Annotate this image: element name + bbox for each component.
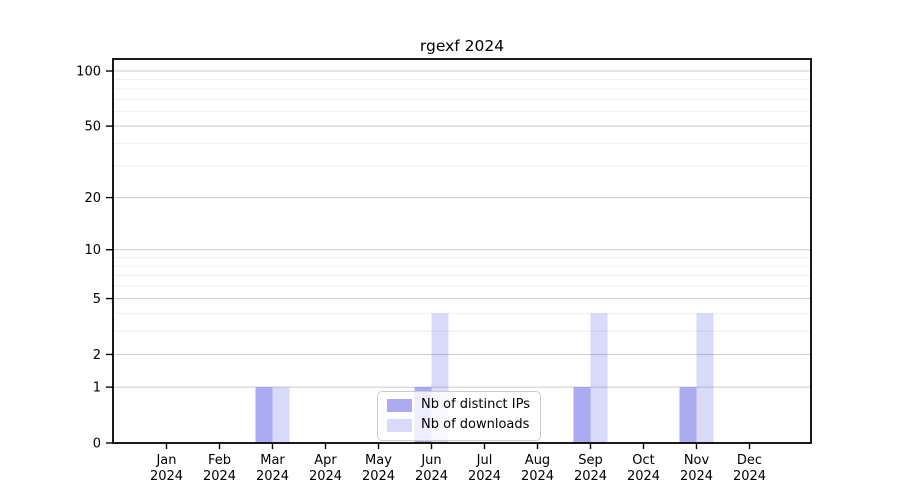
legend-swatch-downloads — [387, 418, 412, 432]
x-tick-label-year: 2024 — [468, 469, 501, 484]
x-tick-label-year: 2024 — [733, 469, 766, 484]
y-tick-label: 2 — [93, 348, 101, 363]
x-tick-label-year: 2024 — [150, 469, 183, 484]
x-tick-label-year: 2024 — [574, 469, 607, 484]
bar-distinct-ips-sep — [573, 387, 591, 443]
plot-spines — [112, 58, 812, 444]
y-tick-label: 10 — [84, 243, 101, 258]
minor-gridlines — [114, 78, 810, 332]
legend-item-distinct-ips: Nb of distinct IPs — [387, 397, 530, 413]
x-tick-label-month: Apr — [314, 453, 337, 468]
x-tick-label-month: Aug — [525, 453, 550, 468]
x-tick-label-month: Sep — [578, 453, 603, 468]
x-tick-label-year: 2024 — [256, 469, 289, 484]
x-tick-label-month: Mar — [260, 453, 285, 468]
x-tick-label-year: 2024 — [680, 469, 713, 484]
legend-label-downloads: Nb of downloads — [421, 417, 530, 433]
x-tick-label-year: 2024 — [627, 469, 660, 484]
bar-downloads-mar — [272, 387, 290, 443]
chart-title: rgexf 2024 — [420, 37, 504, 55]
bar-downloads-nov — [696, 313, 714, 443]
legend-label-distinct-ips: Nb of distinct IPs — [421, 397, 530, 412]
major-gridlines — [114, 70, 810, 388]
x-tick-label-year: 2024 — [362, 469, 395, 484]
x-tick-label-year: 2024 — [203, 469, 236, 484]
x-tick-label-month: Feb — [208, 453, 231, 468]
x-tick-label-month: May — [365, 453, 392, 468]
y-tick-label: 1 — [93, 381, 101, 396]
bar-distinct-ips-mar — [255, 387, 273, 443]
legend-item-downloads: Nb of downloads — [387, 417, 530, 433]
bar-distinct-ips-nov — [679, 387, 697, 443]
y-tick-label: 100 — [76, 65, 101, 80]
x-tick-label-year: 2024 — [415, 469, 448, 484]
x-tick-label-year: 2024 — [309, 469, 342, 484]
chart-legend: Nb of distinct IPs Nb of downloads — [377, 391, 541, 441]
x-tick-label-month: Jul — [476, 453, 493, 468]
y-tick-label: 5 — [93, 292, 101, 307]
axis-ticks — [106, 70, 751, 449]
plot-border — [112, 58, 812, 444]
x-tick-label-month: Jun — [420, 453, 441, 468]
bar-downloads-sep — [590, 313, 608, 443]
x-tick-label-month: Nov — [684, 453, 710, 468]
y-tick-label: 20 — [84, 191, 101, 206]
x-tick-label-year: 2024 — [521, 469, 554, 484]
x-tick-label-month: Jan — [155, 453, 176, 468]
legend-swatch-distinct-ips — [387, 398, 412, 412]
y-tick-label: 0 — [93, 437, 101, 452]
axis-labels: 0125102050100Jan2024Feb2024Mar2024Apr202… — [76, 65, 766, 485]
x-tick-label-month: Oct — [632, 453, 654, 468]
x-tick-label-month: Dec — [737, 453, 762, 468]
y-tick-label: 50 — [84, 120, 101, 135]
